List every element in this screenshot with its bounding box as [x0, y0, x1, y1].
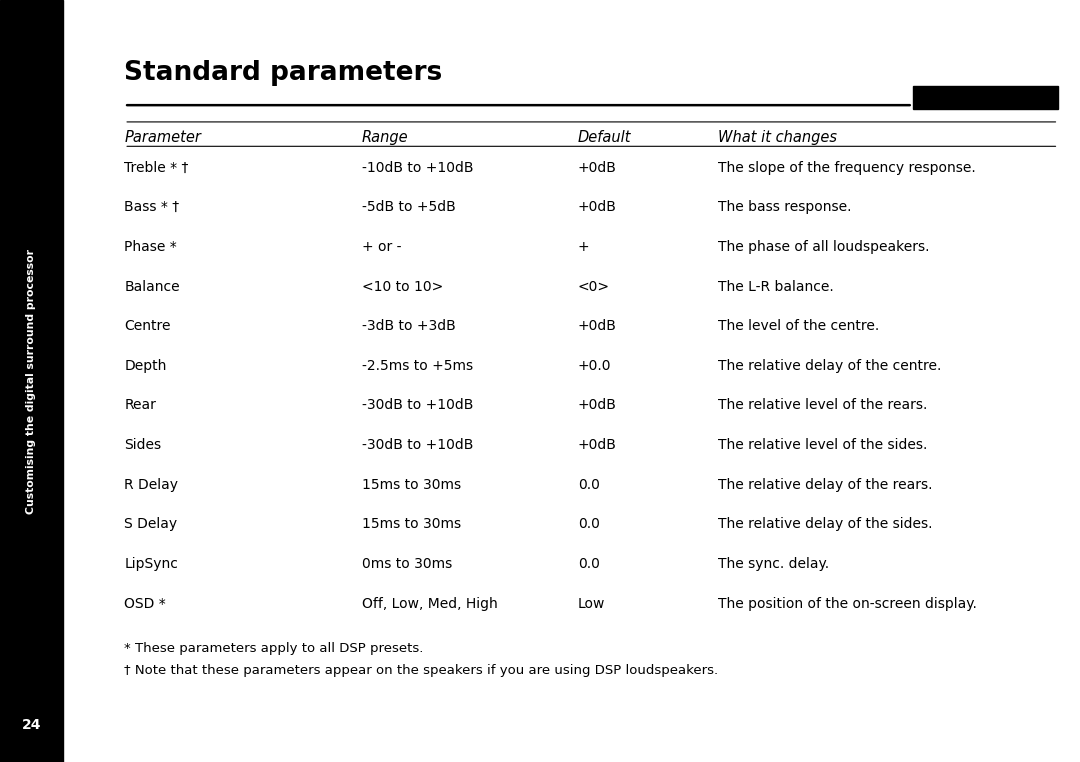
- Text: +: +: [578, 240, 590, 254]
- Text: Customising the digital surround processor: Customising the digital surround process…: [26, 248, 37, 514]
- Text: 24: 24: [22, 719, 41, 732]
- Text: 15ms to 30ms: 15ms to 30ms: [362, 478, 461, 491]
- Text: Centre: Centre: [124, 319, 171, 333]
- Text: <0>: <0>: [578, 280, 610, 293]
- Text: -30dB to +10dB: -30dB to +10dB: [362, 438, 473, 452]
- Text: -10dB to +10dB: -10dB to +10dB: [362, 161, 473, 174]
- Text: The relative level of the sides.: The relative level of the sides.: [718, 438, 928, 452]
- Text: The sync. delay.: The sync. delay.: [718, 557, 829, 571]
- Text: 0.0: 0.0: [578, 557, 599, 571]
- Text: The level of the centre.: The level of the centre.: [718, 319, 879, 333]
- Text: The bass response.: The bass response.: [718, 200, 852, 214]
- Text: The slope of the frequency response.: The slope of the frequency response.: [718, 161, 976, 174]
- Text: The position of the on-screen display.: The position of the on-screen display.: [718, 597, 977, 610]
- Text: * These parameters apply to all DSP presets.: * These parameters apply to all DSP pres…: [124, 642, 423, 655]
- Text: The relative delay of the rears.: The relative delay of the rears.: [718, 478, 933, 491]
- Text: Treble * †: Treble * †: [124, 161, 189, 174]
- Text: -5dB to +5dB: -5dB to +5dB: [362, 200, 456, 214]
- Text: +0dB: +0dB: [578, 399, 617, 412]
- Text: +0dB: +0dB: [578, 319, 617, 333]
- Text: + or -: + or -: [362, 240, 402, 254]
- Text: Default: Default: [578, 130, 632, 145]
- Text: Balance: Balance: [124, 280, 180, 293]
- Text: Bass * †: Bass * †: [124, 200, 179, 214]
- Text: Depth: Depth: [124, 359, 166, 373]
- Text: The phase of all loudspeakers.: The phase of all loudspeakers.: [718, 240, 930, 254]
- Text: Sides: Sides: [124, 438, 161, 452]
- Text: What it changes: What it changes: [718, 130, 837, 145]
- Text: 15ms to 30ms: 15ms to 30ms: [362, 517, 461, 531]
- Text: Parameter: Parameter: [124, 130, 201, 145]
- Text: LipSync: LipSync: [124, 557, 178, 571]
- Text: The relative delay of the centre.: The relative delay of the centre.: [718, 359, 942, 373]
- Text: R Delay: R Delay: [124, 478, 178, 491]
- Text: Standard parameters: Standard parameters: [124, 60, 443, 86]
- Text: 0ms to 30ms: 0ms to 30ms: [362, 557, 453, 571]
- Text: OSD *: OSD *: [124, 597, 166, 610]
- Text: +0dB: +0dB: [578, 200, 617, 214]
- Text: 0.0: 0.0: [578, 478, 599, 491]
- Text: Range: Range: [362, 130, 408, 145]
- Text: +0dB: +0dB: [578, 161, 617, 174]
- Text: Rear: Rear: [124, 399, 157, 412]
- Text: -2.5ms to +5ms: -2.5ms to +5ms: [362, 359, 473, 373]
- Text: +0.0: +0.0: [578, 359, 611, 373]
- Text: 0.0: 0.0: [578, 517, 599, 531]
- Text: S Delay: S Delay: [124, 517, 177, 531]
- Text: Low: Low: [578, 597, 605, 610]
- Text: <10 to 10>: <10 to 10>: [362, 280, 443, 293]
- Text: Phase *: Phase *: [124, 240, 177, 254]
- Text: † Note that these parameters appear on the speakers if you are using DSP loudspe: † Note that these parameters appear on t…: [124, 664, 718, 677]
- Text: -3dB to +3dB: -3dB to +3dB: [362, 319, 456, 333]
- Text: The relative level of the rears.: The relative level of the rears.: [718, 399, 928, 412]
- Text: The relative delay of the sides.: The relative delay of the sides.: [718, 517, 933, 531]
- Text: Off, Low, Med, High: Off, Low, Med, High: [362, 597, 498, 610]
- Text: The L-R balance.: The L-R balance.: [718, 280, 834, 293]
- Text: +0dB: +0dB: [578, 438, 617, 452]
- Text: -30dB to +10dB: -30dB to +10dB: [362, 399, 473, 412]
